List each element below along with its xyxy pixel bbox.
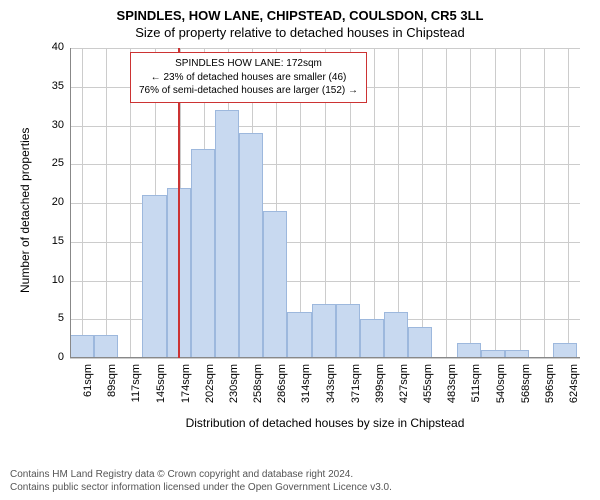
gridline-v xyxy=(422,48,423,358)
gridline-h xyxy=(70,358,580,359)
gridline-v xyxy=(470,48,471,358)
x-tick-label: 483sqm xyxy=(446,364,458,414)
annotation-line: 76% of semi-detached houses are larger (… xyxy=(139,84,358,98)
histogram-bar xyxy=(360,319,384,358)
annotation-box: SPINDLES HOW LANE: 172sqm← 23% of detach… xyxy=(130,52,367,103)
x-tick-label: 511sqm xyxy=(470,364,482,414)
gridline-v xyxy=(495,48,496,358)
y-tick-label: 10 xyxy=(38,274,64,286)
footer-attribution: Contains HM Land Registry data © Crown c… xyxy=(10,468,392,494)
x-axis-line xyxy=(70,357,580,358)
chart-title: SPINDLES, HOW LANE, CHIPSTEAD, COULSDON,… xyxy=(10,8,590,23)
x-tick-label: 343sqm xyxy=(325,364,337,414)
footer-line2: Contains public sector information licen… xyxy=(10,481,392,494)
x-tick-label: 455sqm xyxy=(422,364,434,414)
annotation-line: ← 23% of detached houses are smaller (46… xyxy=(139,71,358,85)
y-axis-line xyxy=(70,48,71,358)
annotation-line: SPINDLES HOW LANE: 172sqm xyxy=(139,57,358,71)
gridline-v xyxy=(520,48,521,358)
x-tick-label: 371sqm xyxy=(350,364,362,414)
x-tick-label: 427sqm xyxy=(398,364,410,414)
x-tick-label: 117sqm xyxy=(130,364,142,414)
x-tick-label: 258sqm xyxy=(252,364,264,414)
histogram-bar xyxy=(263,211,287,358)
y-tick-label: 40 xyxy=(38,41,64,53)
y-tick-label: 5 xyxy=(38,312,64,324)
y-tick-label: 30 xyxy=(38,119,64,131)
x-tick-label: 286sqm xyxy=(276,364,288,414)
x-tick-label: 624sqm xyxy=(568,364,580,414)
histogram-bar xyxy=(336,304,360,358)
gridline-v xyxy=(374,48,375,358)
y-tick-label: 20 xyxy=(38,196,64,208)
x-tick-label: 145sqm xyxy=(155,364,167,414)
histogram-bar xyxy=(142,195,166,358)
histogram-bar xyxy=(553,343,577,359)
histogram-bar xyxy=(215,110,239,358)
gridline-v xyxy=(446,48,447,358)
y-tick-label: 15 xyxy=(38,235,64,247)
x-tick-label: 61sqm xyxy=(82,364,94,414)
histogram-bar xyxy=(384,312,408,359)
histogram-bar xyxy=(70,335,94,358)
y-tick-label: 35 xyxy=(38,80,64,92)
gridline-v xyxy=(82,48,83,358)
histogram-bar xyxy=(287,312,311,359)
x-tick-label: 230sqm xyxy=(228,364,240,414)
histogram-bar xyxy=(408,327,432,358)
histogram-bar xyxy=(191,149,215,358)
y-axis-label: Number of detached properties xyxy=(18,128,32,293)
gridline-v xyxy=(106,48,107,358)
x-axis-label: Distribution of detached houses by size … xyxy=(70,416,580,430)
histogram-bar xyxy=(239,133,263,358)
x-tick-label: 89sqm xyxy=(106,364,118,414)
chart-subtitle: Size of property relative to detached ho… xyxy=(10,25,590,40)
x-tick-label: 540sqm xyxy=(495,364,507,414)
gridline-v xyxy=(568,48,569,358)
y-tick-label: 0 xyxy=(38,351,64,363)
x-tick-label: 202sqm xyxy=(204,364,216,414)
x-tick-label: 314sqm xyxy=(300,364,312,414)
x-tick-label: 399sqm xyxy=(374,364,386,414)
histogram-bar xyxy=(312,304,336,358)
footer-line1: Contains HM Land Registry data © Crown c… xyxy=(10,468,392,481)
x-tick-label: 568sqm xyxy=(520,364,532,414)
x-tick-label: 596sqm xyxy=(544,364,556,414)
title-block: SPINDLES, HOW LANE, CHIPSTEAD, COULSDON,… xyxy=(0,0,600,42)
x-tick-label: 174sqm xyxy=(180,364,192,414)
histogram-bar xyxy=(94,335,118,358)
histogram-bar xyxy=(457,343,481,359)
chart-container: SPINDLES, HOW LANE, CHIPSTEAD, COULSDON,… xyxy=(0,0,600,500)
gridline-v xyxy=(544,48,545,358)
y-tick-label: 25 xyxy=(38,157,64,169)
